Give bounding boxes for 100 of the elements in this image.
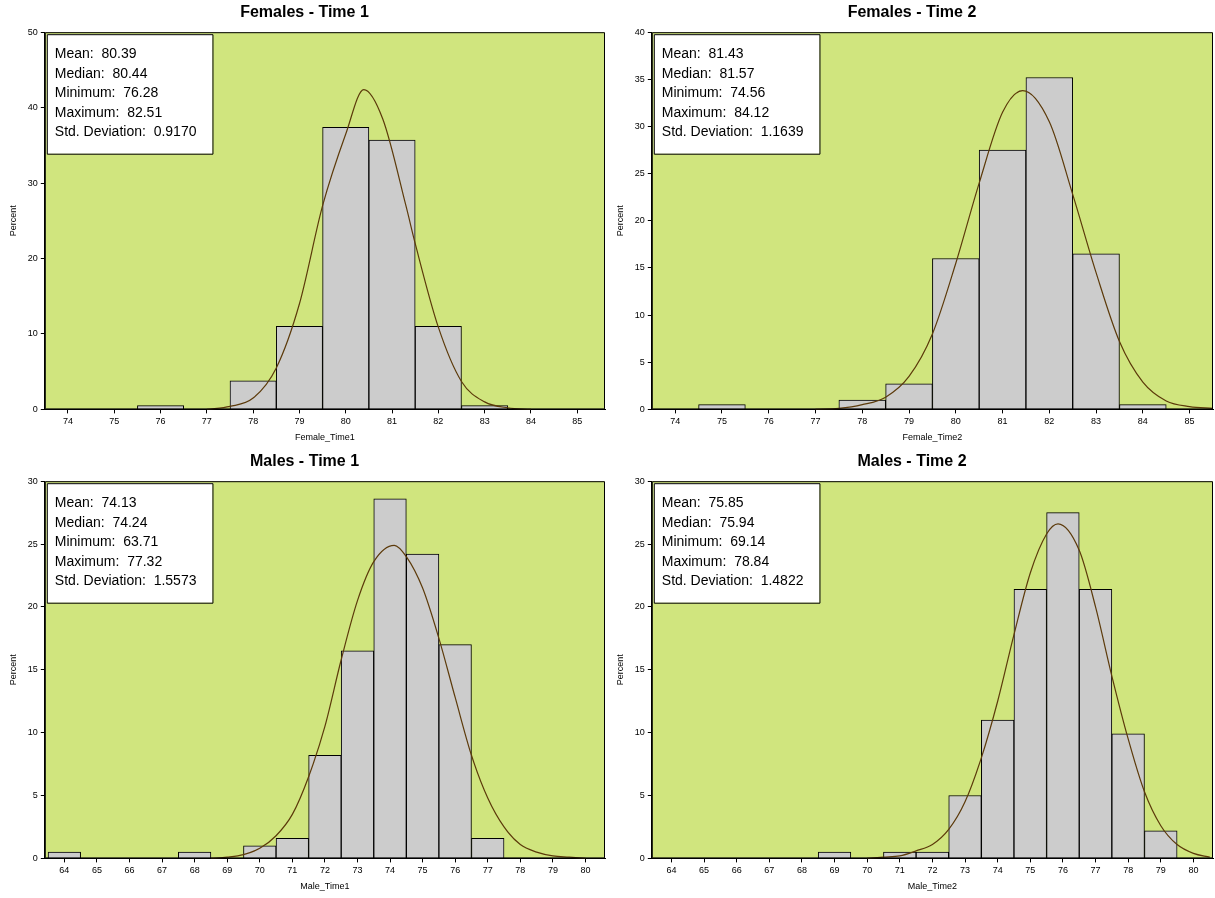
y-tick-label: 15	[634, 664, 645, 675]
y-tick-label: 5	[639, 790, 645, 801]
annotation: Std. Deviation: 0.9170	[54, 123, 197, 140]
x-tick-label: 79	[547, 865, 558, 876]
annotation: Std. Deviation: 1.1639	[661, 123, 804, 140]
y-tick-label: 5	[639, 356, 645, 367]
y-tick-label: 30	[634, 475, 645, 486]
annotation: Median: 74.24	[54, 513, 148, 530]
x-tick-label: 73	[352, 865, 363, 876]
annotation: Mean: 75.85	[661, 494, 744, 511]
y-tick-label: 20	[27, 253, 38, 263]
y-tick-label: 15	[634, 262, 645, 273]
annotation: Maximum: 77.32	[54, 552, 163, 569]
x-tick-label: 68	[796, 865, 807, 876]
x-tick-label: 65	[91, 865, 102, 876]
annotation: Mean: 74.13	[54, 494, 137, 511]
x-tick-label: 85	[572, 416, 583, 427]
x-tick-label: 79	[1155, 865, 1166, 876]
x-tick-label: 76	[763, 416, 774, 427]
x-tick-label: 64	[666, 865, 677, 876]
x-axis-title: Male_Time1	[300, 881, 350, 892]
y-tick-label: 35	[634, 73, 645, 84]
x-tick-label: 81	[387, 416, 398, 427]
y-tick-label: 10	[27, 328, 38, 339]
x-tick-label: 74	[992, 865, 1003, 876]
chart-title: Females - Time 2	[847, 3, 977, 21]
x-tick-label: 71	[894, 865, 905, 876]
chart-title: Females - Time 1	[240, 3, 369, 21]
y-tick-label: 30	[634, 120, 645, 131]
x-tick-label: 77	[482, 865, 493, 876]
annotation: Std. Deviation: 1.5573	[54, 572, 197, 589]
x-tick-label: 67	[764, 865, 775, 876]
y-tick-label: 0	[639, 403, 645, 414]
y-tick-label: 0	[32, 403, 38, 414]
annotation: Minimum: 76.28	[54, 84, 159, 101]
annotation: Mean: 81.43	[661, 45, 744, 62]
x-tick-label: 76	[1057, 865, 1068, 876]
x-tick-label: 70	[254, 865, 265, 876]
y-tick-label: 30	[27, 177, 38, 188]
x-tick-label: 77	[810, 416, 821, 427]
x-tick-label: 73	[960, 865, 971, 876]
y-tick-label: 20	[634, 601, 645, 612]
x-tick-label: 83	[479, 416, 490, 427]
x-tick-label: 85	[1184, 416, 1195, 427]
annotation: Maximum: 84.12	[661, 103, 770, 120]
x-tick-label: 80	[580, 865, 591, 876]
y-axis-title: Percent	[7, 204, 18, 237]
chart-title: Males - Time 1	[249, 452, 360, 470]
x-tick-label: 82	[433, 416, 444, 427]
annotation: Mean: 80.39	[54, 45, 137, 62]
x-tick-label: 80	[340, 416, 351, 427]
y-tick-label: 40	[27, 102, 38, 113]
x-tick-label: 69	[222, 865, 233, 876]
y-axis-title: Percent	[7, 653, 18, 686]
x-tick-label: 71	[287, 865, 298, 876]
y-tick-label: 0	[32, 852, 38, 863]
y-tick-label: 0	[639, 852, 645, 863]
annotation: Minimum: 74.56	[661, 84, 766, 101]
y-tick-label: 25	[634, 168, 645, 179]
x-tick-label: 78	[248, 416, 259, 427]
x-tick-label: 74	[62, 416, 73, 427]
x-tick-label: 74	[670, 416, 681, 427]
x-tick-label: 77	[1090, 865, 1101, 876]
y-axis-title: Percent	[614, 653, 625, 686]
x-tick-label: 78	[515, 865, 526, 876]
x-tick-label: 75	[417, 865, 428, 876]
x-tick-label: 72	[319, 865, 330, 876]
y-tick-label: 20	[634, 215, 645, 226]
y-tick-label: 25	[27, 538, 38, 549]
annotation: Maximum: 78.84	[661, 552, 770, 569]
y-tick-label: 40	[634, 26, 645, 37]
y-tick-label: 5	[32, 790, 38, 801]
x-tick-label: 67	[157, 865, 168, 876]
y-tick-label: 10	[634, 727, 645, 738]
annotation: Minimum: 63.71	[54, 533, 159, 550]
x-tick-label: 79	[294, 416, 305, 427]
x-tick-label: 68	[189, 865, 200, 876]
x-tick-label: 75	[109, 416, 120, 427]
x-tick-label: 69	[829, 865, 840, 876]
x-tick-label: 78	[1123, 865, 1134, 876]
annotation: Median: 75.94	[661, 513, 755, 530]
x-tick-label: 78	[857, 416, 868, 427]
x-tick-label: 72	[927, 865, 938, 876]
y-tick-label: 10	[634, 309, 645, 320]
annotation: Std. Deviation: 1.4822	[661, 572, 804, 589]
chart-title: Males - Time 2	[857, 452, 967, 470]
x-axis-title: Male_Time2	[907, 881, 957, 892]
y-axis-title: Percent	[614, 204, 625, 237]
x-tick-label: 64	[59, 865, 70, 876]
annotation: Median: 81.57	[661, 64, 755, 81]
x-axis-title: Female_Time2	[902, 432, 963, 443]
x-tick-label: 84	[525, 416, 536, 427]
annotation: Maximum: 82.51	[54, 103, 163, 120]
annotation: Median: 80.44	[54, 64, 148, 81]
y-tick-label: 15	[27, 664, 38, 675]
x-tick-label: 66	[731, 865, 742, 876]
y-tick-label: 25	[634, 538, 645, 549]
x-tick-label: 80	[1188, 865, 1199, 876]
x-tick-label: 80	[950, 416, 961, 427]
x-tick-label: 75	[1025, 865, 1036, 876]
